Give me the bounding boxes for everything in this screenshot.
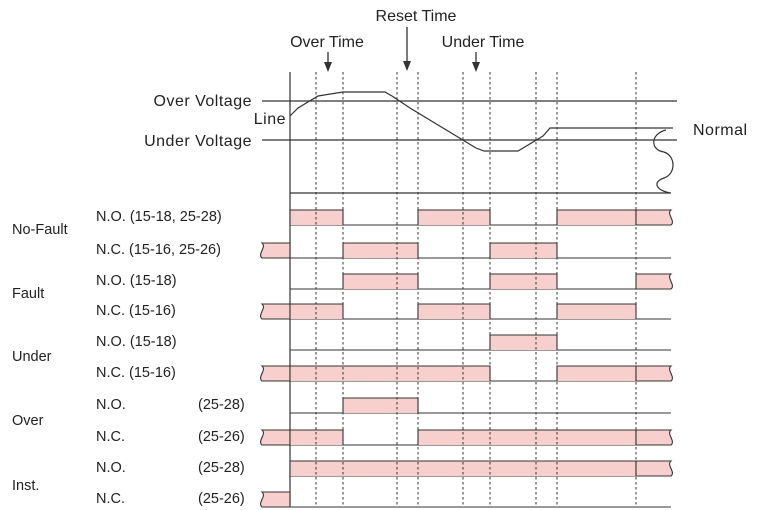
under-time-label: Under Time (442, 34, 525, 51)
pulse-row0-3 (635, 209, 673, 226)
pulse-row1-2 (489, 242, 558, 258)
under-time-arrow (472, 52, 480, 72)
pulse-row5-2 (556, 365, 637, 381)
row-label: N.C. (15-16) (96, 303, 176, 319)
pulse-row6-0 (342, 397, 419, 413)
pulse-row3-1 (289, 303, 344, 319)
over-time-arrow (324, 52, 332, 72)
row-label: N.C. (15-16, 25-26) (96, 242, 221, 258)
over-voltage-label: Over Voltage (154, 93, 253, 110)
group-label: Fault (12, 286, 44, 302)
pulse-row5-0 (260, 365, 291, 382)
voltage-graph (262, 91, 677, 194)
row-terminals: (25-26) (198, 491, 245, 507)
row-terminals: (25-26) (198, 429, 245, 445)
pulse-row2-0 (342, 273, 419, 289)
pulse-row2-2 (635, 273, 673, 290)
row-label: N.C. (96, 429, 125, 445)
pulse-row5-1 (289, 365, 491, 381)
time-markers (315, 72, 637, 507)
row-labels: N.O. (15-18, 25-28) N.C. (15-16, 25-26) N.… (96, 209, 245, 507)
row-terminals: (25-28) (198, 460, 245, 476)
row-terminals: (25-28) (198, 397, 245, 413)
pulse-row7-0 (260, 429, 291, 446)
pulse-row2-1 (489, 273, 558, 289)
pulse-row5-3 (635, 365, 673, 382)
group-label: Under (12, 349, 52, 365)
reset-time-arrow (403, 27, 411, 71)
pulse-row9-0 (260, 491, 291, 508)
pulse-row7-3 (635, 429, 673, 446)
pulse-layer (260, 209, 673, 508)
reset-time-label: Reset Time (376, 8, 457, 25)
pulse-row8-1 (635, 460, 673, 477)
pulse-row3-0 (260, 303, 291, 320)
pulse-row1-0 (260, 242, 291, 259)
under-voltage-label: Under Voltage (144, 133, 252, 150)
row-label: N.O. (15-18, 25-28) (96, 209, 222, 225)
pulse-row3-2 (417, 303, 491, 319)
pulse-row0-2 (556, 209, 637, 225)
pulse-row3-3 (556, 303, 637, 319)
row-label: N.O. (15-18) (96, 334, 177, 350)
pulse-row7-2 (417, 429, 637, 445)
row-label: N.O. (96, 397, 126, 413)
over-time-label: Over Time (290, 34, 364, 51)
row-label: N.C. (15-16) (96, 365, 176, 381)
row-label: N.C. (96, 491, 125, 507)
pulse-row1-1 (342, 242, 419, 258)
group-labels: No-Fault Fault Under Over Inst. (12, 222, 68, 494)
group-label: No-Fault (12, 222, 68, 238)
row-label: N.O. (15-18) (96, 273, 177, 289)
line-label: Line (254, 111, 286, 128)
normal-label: Normal (693, 122, 748, 139)
group-label: Over (12, 413, 44, 429)
pulse-row0-1 (417, 209, 491, 225)
pulse-row4-0 (489, 334, 558, 350)
group-label: Inst. (12, 478, 39, 494)
row-label: N.O. (96, 460, 126, 476)
